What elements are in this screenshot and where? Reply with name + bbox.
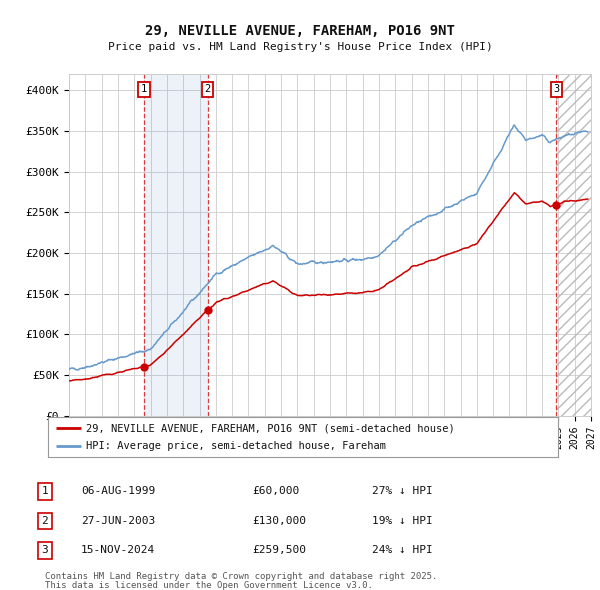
Text: 2: 2 <box>205 84 211 94</box>
Text: 24% ↓ HPI: 24% ↓ HPI <box>372 546 433 555</box>
Bar <box>556 74 591 416</box>
Text: 1: 1 <box>41 487 49 496</box>
Text: £60,000: £60,000 <box>252 487 299 496</box>
Text: 15-NOV-2024: 15-NOV-2024 <box>81 546 155 555</box>
Text: This data is licensed under the Open Government Licence v3.0.: This data is licensed under the Open Gov… <box>45 581 373 590</box>
Text: 29, NEVILLE AVENUE, FAREHAM, PO16 9NT: 29, NEVILLE AVENUE, FAREHAM, PO16 9NT <box>145 24 455 38</box>
Text: Price paid vs. HM Land Registry's House Price Index (HPI): Price paid vs. HM Land Registry's House … <box>107 42 493 53</box>
Text: 3: 3 <box>41 546 49 555</box>
Text: 06-AUG-1999: 06-AUG-1999 <box>81 487 155 496</box>
Text: £259,500: £259,500 <box>252 546 306 555</box>
Text: 19% ↓ HPI: 19% ↓ HPI <box>372 516 433 526</box>
Text: 27-JUN-2003: 27-JUN-2003 <box>81 516 155 526</box>
Text: 27% ↓ HPI: 27% ↓ HPI <box>372 487 433 496</box>
Text: 29, NEVILLE AVENUE, FAREHAM, PO16 9NT (semi-detached house): 29, NEVILLE AVENUE, FAREHAM, PO16 9NT (s… <box>86 424 455 434</box>
Bar <box>144 74 208 416</box>
Text: Contains HM Land Registry data © Crown copyright and database right 2025.: Contains HM Land Registry data © Crown c… <box>45 572 437 581</box>
Bar <box>556 74 591 416</box>
Text: HPI: Average price, semi-detached house, Fareham: HPI: Average price, semi-detached house,… <box>86 441 386 451</box>
Text: £130,000: £130,000 <box>252 516 306 526</box>
Text: 1: 1 <box>141 84 147 94</box>
Text: 3: 3 <box>553 84 560 94</box>
Text: 2: 2 <box>41 516 49 526</box>
